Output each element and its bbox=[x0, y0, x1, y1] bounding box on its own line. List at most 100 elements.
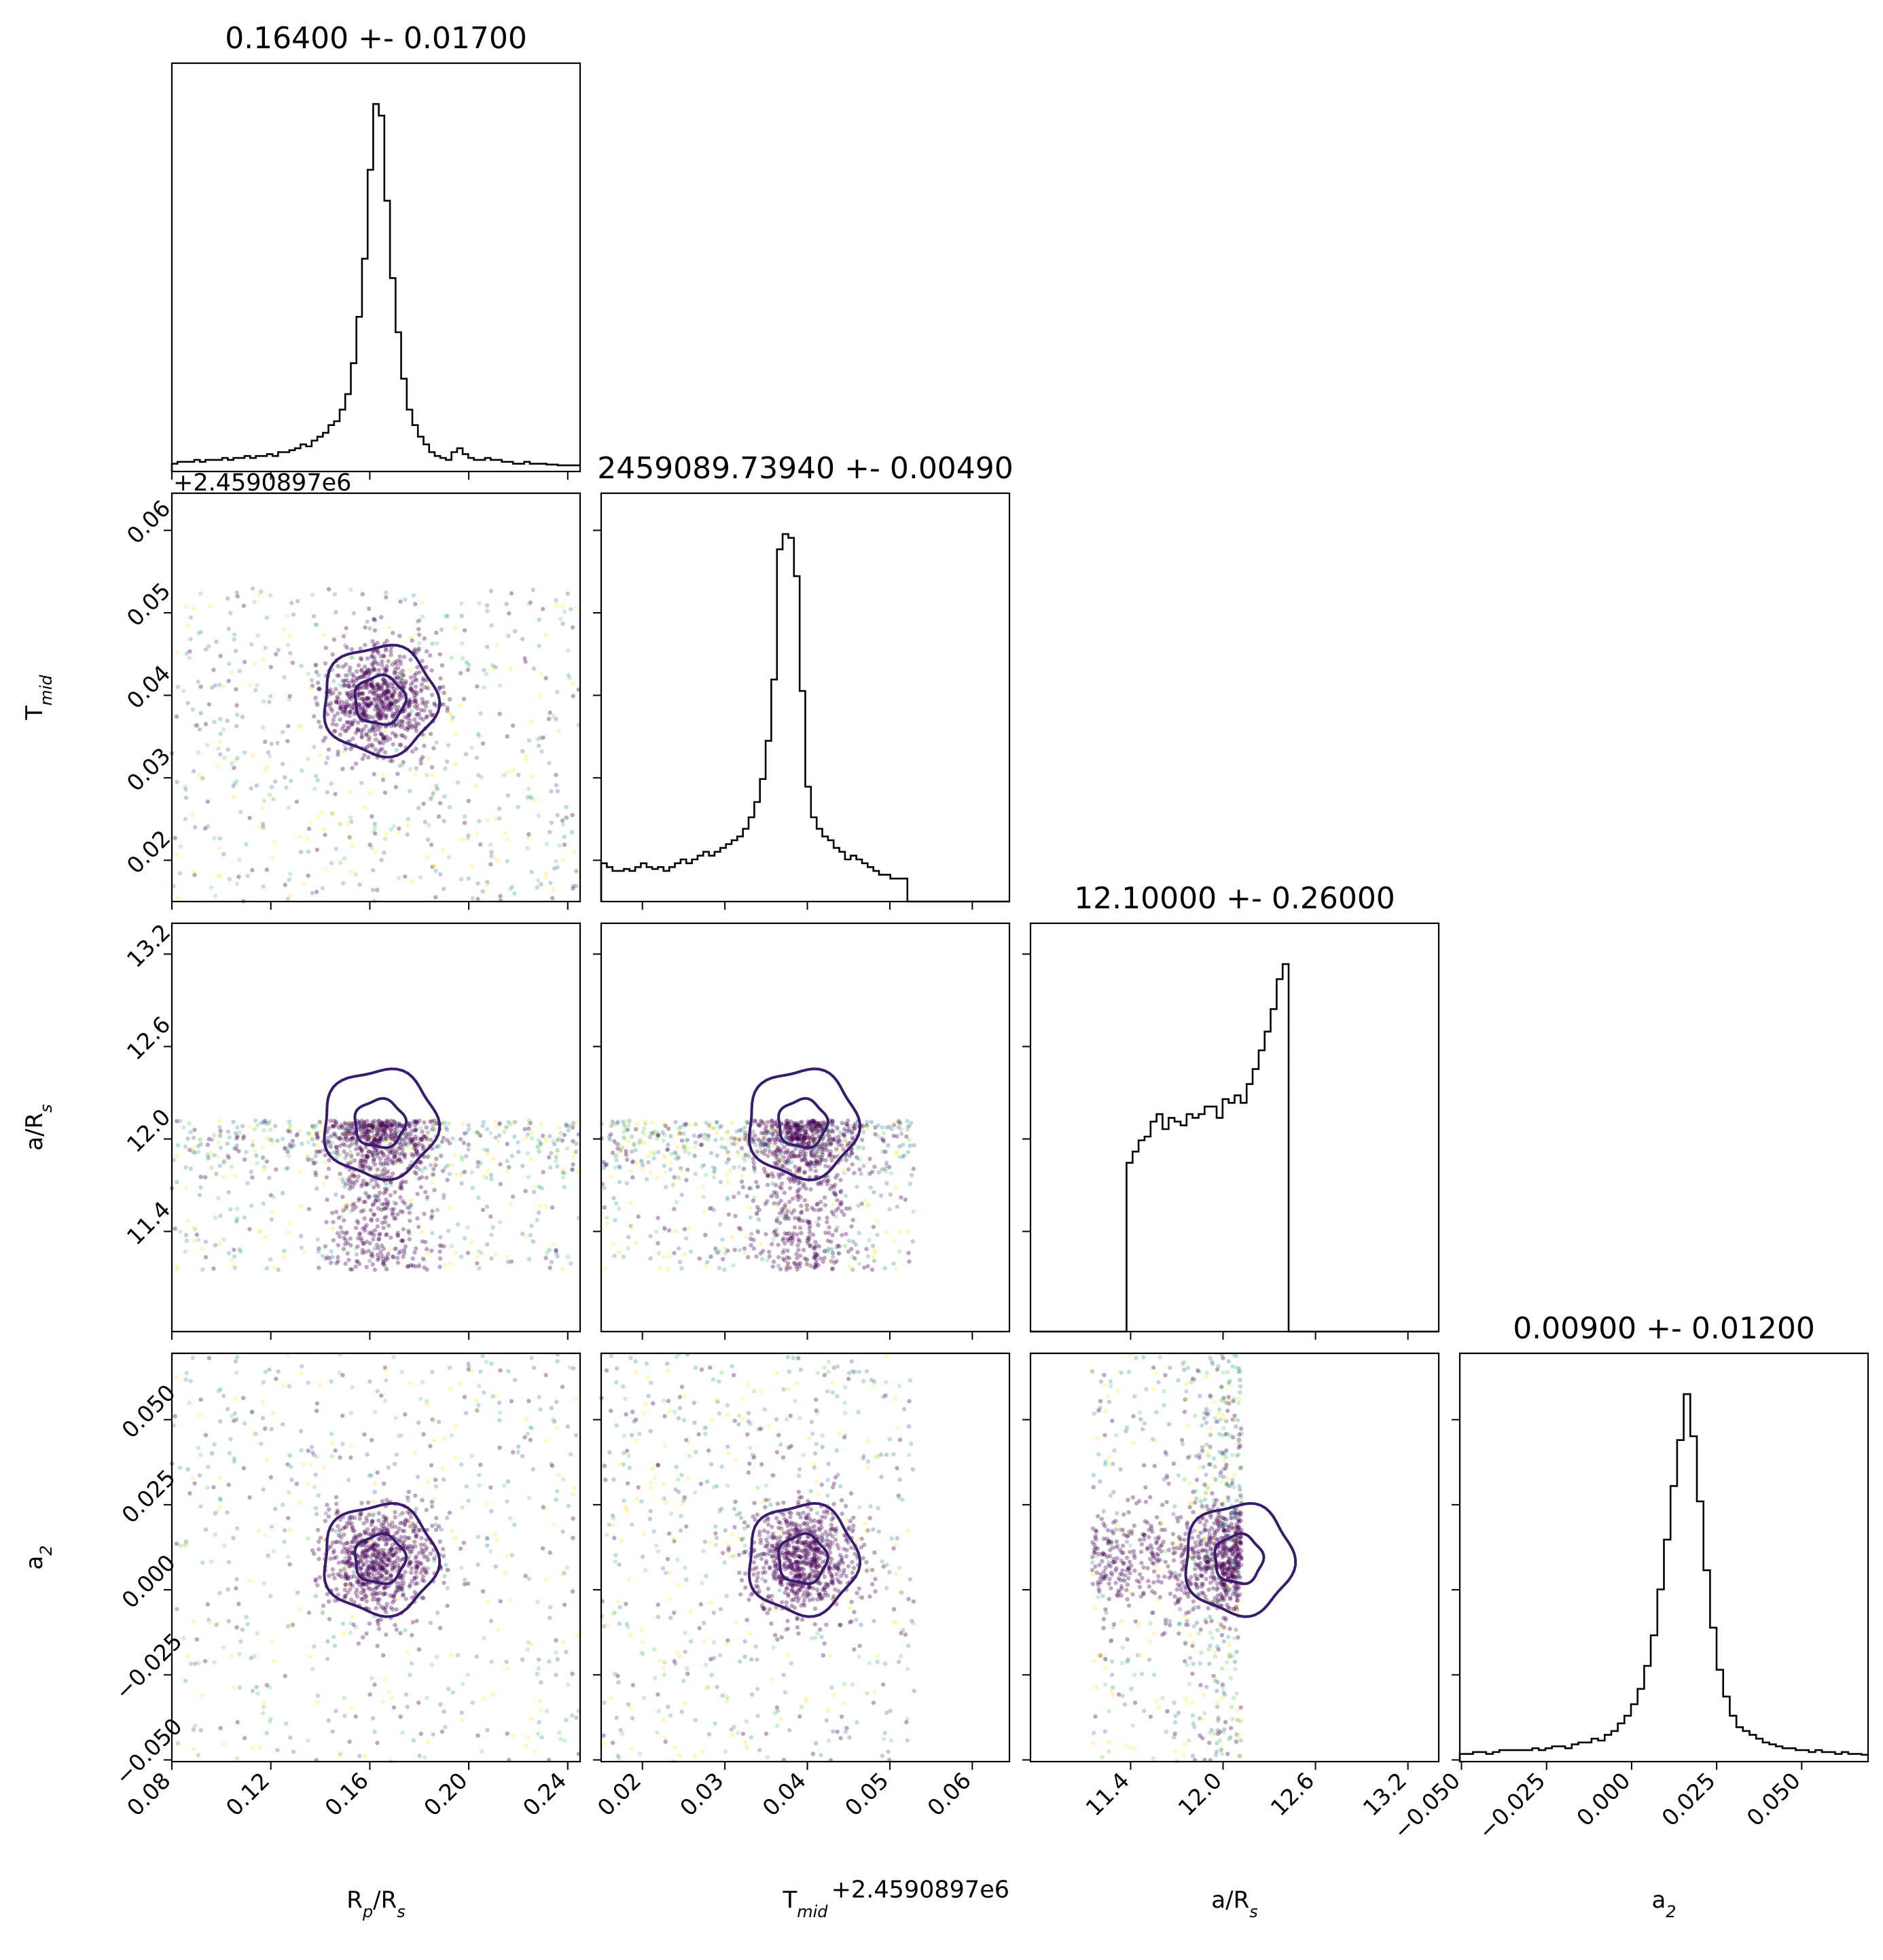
scatter-point bbox=[212, 1153, 217, 1158]
scatter-point bbox=[482, 1120, 486, 1124]
scatter-point bbox=[384, 1215, 389, 1219]
scatter-point bbox=[188, 1661, 194, 1667]
scatter-point bbox=[387, 654, 391, 659]
scatter-point bbox=[779, 1181, 785, 1186]
scatter-point bbox=[376, 712, 382, 717]
scatter-point bbox=[570, 1589, 575, 1594]
scatter-point bbox=[347, 835, 352, 840]
scatter-point bbox=[679, 1124, 683, 1130]
scatter-point bbox=[348, 1631, 353, 1635]
scatter-point bbox=[306, 1610, 312, 1616]
scatter-point bbox=[297, 725, 302, 730]
scatter-point bbox=[430, 1370, 435, 1374]
scatter-point bbox=[520, 749, 525, 753]
scatter-point bbox=[406, 704, 411, 709]
scatter-point bbox=[666, 1228, 672, 1233]
scatter-point bbox=[194, 1637, 199, 1642]
scatter-point bbox=[188, 1130, 193, 1135]
scatter-point bbox=[338, 664, 344, 669]
scatter-point bbox=[441, 1169, 446, 1173]
scatter-point bbox=[255, 683, 259, 688]
scatter-point bbox=[391, 686, 396, 691]
scatter-point bbox=[325, 790, 330, 795]
scatter-point bbox=[549, 1406, 554, 1410]
scatter-point bbox=[825, 1215, 829, 1220]
scatter-point bbox=[417, 641, 422, 645]
scatter-point bbox=[208, 1620, 213, 1625]
scatter-point bbox=[846, 1249, 851, 1254]
scatter-point bbox=[436, 814, 442, 819]
scatter-point bbox=[218, 752, 223, 757]
scatter-point bbox=[430, 864, 435, 870]
scatter-point bbox=[275, 1138, 280, 1143]
scatter-point bbox=[378, 698, 383, 703]
scatter-point bbox=[334, 698, 339, 704]
scatter-point bbox=[359, 1209, 363, 1214]
scatter-point bbox=[348, 665, 353, 670]
scatter-point bbox=[385, 683, 390, 688]
scatter-point bbox=[415, 711, 420, 717]
scatter-point bbox=[213, 1215, 218, 1220]
scatter-point bbox=[313, 1173, 319, 1177]
scatter-point bbox=[281, 1422, 285, 1427]
scatter-point bbox=[412, 1250, 417, 1255]
scatter-point bbox=[317, 1265, 321, 1270]
scatter-point bbox=[907, 1137, 912, 1142]
scatter-point bbox=[349, 1521, 354, 1526]
scatter-point bbox=[442, 819, 446, 823]
scatter-point bbox=[525, 1647, 530, 1652]
scatter-point bbox=[430, 713, 435, 717]
scatter-point bbox=[482, 1390, 486, 1395]
scatter-point bbox=[349, 696, 354, 702]
scatter-point bbox=[363, 709, 368, 713]
scatter-point bbox=[373, 1481, 378, 1486]
scatter-point bbox=[325, 1502, 329, 1508]
scatter-point bbox=[356, 1198, 361, 1202]
scatter-point bbox=[376, 651, 381, 656]
scatter-point bbox=[422, 636, 427, 641]
scatter-point bbox=[634, 1127, 639, 1132]
scatter-point bbox=[656, 1241, 660, 1246]
scatter-point bbox=[817, 1162, 823, 1166]
scatter-point bbox=[510, 723, 516, 728]
scatter-point bbox=[331, 1118, 336, 1124]
scatter-point bbox=[322, 1465, 327, 1469]
scatter-point bbox=[192, 872, 197, 878]
scatter-point bbox=[222, 755, 227, 760]
scatter-point bbox=[264, 1266, 269, 1271]
scatter-point bbox=[245, 1622, 250, 1626]
scatter-point bbox=[382, 750, 388, 755]
scatter-point bbox=[749, 1231, 754, 1236]
scatter-point bbox=[651, 1156, 656, 1161]
scatter-point bbox=[350, 655, 355, 660]
scatter-point bbox=[357, 1555, 362, 1560]
scatter-point bbox=[520, 1454, 525, 1459]
scatter-point bbox=[407, 699, 412, 704]
scatter-point bbox=[508, 1516, 513, 1521]
scatter-point bbox=[178, 1229, 183, 1234]
scatter-point bbox=[386, 704, 391, 709]
scatter-point bbox=[462, 1169, 467, 1175]
scatter-point bbox=[381, 1131, 386, 1136]
scatter-point bbox=[894, 1151, 899, 1156]
scatter-point bbox=[384, 668, 389, 673]
scatter-point bbox=[498, 1599, 503, 1604]
scatter-point bbox=[790, 1238, 795, 1243]
scatter-point bbox=[348, 1455, 353, 1460]
scatter-point bbox=[197, 772, 202, 778]
scatter-point bbox=[314, 889, 319, 895]
scatter-point bbox=[260, 821, 266, 827]
scatter-point bbox=[372, 697, 376, 702]
scatter-point bbox=[549, 1260, 554, 1264]
scatter-point bbox=[420, 600, 425, 605]
scatter-point bbox=[175, 895, 180, 900]
scatter-point bbox=[363, 671, 367, 676]
scatter-point bbox=[564, 1146, 570, 1151]
scatter-point bbox=[569, 607, 573, 611]
scatter-point bbox=[525, 1431, 530, 1436]
scatter-point bbox=[562, 842, 567, 847]
scatter-point bbox=[426, 683, 431, 689]
scatter-point bbox=[374, 682, 379, 688]
scatter-point bbox=[379, 1393, 384, 1398]
scatter-point bbox=[404, 1597, 408, 1601]
